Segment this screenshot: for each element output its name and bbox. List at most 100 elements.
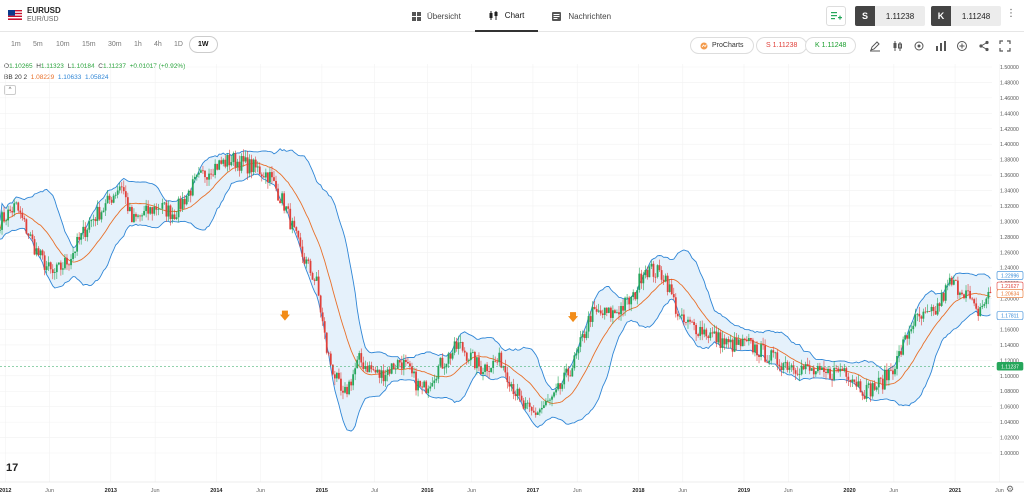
chart-type-icon[interactable] <box>892 40 904 52</box>
tab-news[interactable]: Nachrichten <box>538 0 625 32</box>
timeframe-1m[interactable]: 1m <box>11 41 21 48</box>
candle-body <box>419 380 421 387</box>
candle-body <box>72 253 74 259</box>
candle-body <box>325 332 328 353</box>
candle-body <box>120 186 123 188</box>
candle-body <box>920 316 923 319</box>
collapse-legend-button[interactable]: ^ <box>4 85 16 95</box>
draw-pencil-icon[interactable] <box>869 40 881 52</box>
more-menu-icon[interactable]: ⋮ <box>1006 8 1016 19</box>
buy-price-button[interactable]: K 1.11248 <box>931 6 1001 26</box>
procharts-button[interactable]: ProCharts <box>690 37 754 54</box>
candle-body <box>877 377 880 388</box>
buy-price: 1.11248 <box>951 6 1001 26</box>
sell-price-button[interactable]: S 1.11238 <box>855 6 925 26</box>
candle-body <box>279 200 281 204</box>
candle-body <box>17 202 20 211</box>
candle-body <box>894 368 896 375</box>
timeframe-1d[interactable]: 1D <box>174 41 183 48</box>
candle-body <box>11 210 14 213</box>
bollinger-upper-line <box>0 148 991 391</box>
arrow-down-icon[interactable] <box>279 310 290 321</box>
candle-body <box>366 366 369 373</box>
tab-chart-label: Chart <box>504 10 525 20</box>
timeframe-10m[interactable]: 10m <box>56 41 70 48</box>
candle-body <box>319 295 322 313</box>
candle-body <box>810 368 813 371</box>
x-tick-label: 2012 <box>0 488 11 494</box>
share-icon[interactable] <box>978 40 990 52</box>
instrument-symbol: EURUSD <box>27 6 61 15</box>
candle-body <box>816 365 819 372</box>
candle-body <box>989 291 992 293</box>
price-tag: 1.22996 <box>996 271 1024 280</box>
candle-body <box>380 370 383 378</box>
timeframe-30m[interactable]: 30m <box>108 41 122 48</box>
procharts-icon <box>700 42 708 49</box>
indicators-icon[interactable] <box>913 40 925 52</box>
candle-body <box>327 352 330 354</box>
candle-body <box>78 236 81 240</box>
candle-body <box>252 159 255 173</box>
candle-body <box>179 198 182 209</box>
tab-chart[interactable]: Chart <box>474 0 539 32</box>
add-to-list-button[interactable] <box>826 6 846 26</box>
candle-body <box>867 383 870 385</box>
low-value: 1.10184 <box>71 63 95 70</box>
timeframe-1w[interactable]: 1W <box>189 36 218 53</box>
candle-body <box>530 406 533 411</box>
x-tick-label: 2018 <box>632 488 644 494</box>
timeframe-15m[interactable]: 15m <box>82 41 96 48</box>
candle-body <box>82 226 85 234</box>
candle-body <box>553 392 555 397</box>
candle-body <box>346 386 348 395</box>
candle-body <box>890 369 892 371</box>
bb-lower-value: 1.05824 <box>85 74 109 81</box>
candle-body <box>269 172 271 183</box>
y-tick-label: 1.26000 <box>1000 250 1019 256</box>
candle-body <box>413 371 415 374</box>
chart-settings-icon[interactable]: ⚙ <box>1006 484 1015 494</box>
fullscreen-icon[interactable] <box>999 40 1011 52</box>
candle-body <box>666 275 669 292</box>
timeframe-4h[interactable]: 4h <box>154 41 162 48</box>
candle-body <box>62 268 64 270</box>
candle-body <box>197 172 200 175</box>
candle-body <box>940 292 943 306</box>
y-tick-label: 1.38000 <box>1000 158 1019 164</box>
candle-body <box>206 177 208 180</box>
x-tick-label: 2021 <box>949 488 961 494</box>
sell-pill[interactable]: S 1.11238 <box>756 37 808 54</box>
tab-overview[interactable]: Übersicht <box>398 0 475 32</box>
price-chart[interactable]: 1.50000 1.48000 1.46000 1.44000 1.42000 1.400… <box>0 58 1024 498</box>
candle-body <box>98 206 101 220</box>
candle-body <box>900 351 902 355</box>
candle-body <box>605 307 608 313</box>
candle-body <box>364 366 367 369</box>
bar-chart-icon[interactable] <box>935 40 947 52</box>
candle-body <box>208 173 210 180</box>
candle-body <box>705 329 708 337</box>
candle-body <box>591 306 594 322</box>
candle-body <box>246 157 249 174</box>
candle-body <box>21 212 24 218</box>
y-tick-label: 1.50000 <box>1000 65 1019 71</box>
zoom-plus-icon[interactable] <box>956 40 968 52</box>
candle-body <box>301 246 304 257</box>
timeframe-5m[interactable]: 5m <box>33 41 43 48</box>
candle-body <box>390 363 393 374</box>
candle-body <box>216 163 219 170</box>
candle-body <box>421 386 424 388</box>
timeframe-1h[interactable]: 1h <box>134 41 142 48</box>
buy-pill[interactable]: K 1.11248 <box>805 37 857 54</box>
candle-body <box>898 351 900 357</box>
candle-body <box>167 205 170 217</box>
candle-body <box>376 369 379 373</box>
arrow-down-icon[interactable] <box>568 312 579 323</box>
candle-body <box>240 156 243 171</box>
candle-body <box>806 364 809 367</box>
bb-legend[interactable]: BB 20 2 1.08229 1.10633 1.05824 <box>4 74 109 81</box>
candle-body <box>583 334 586 339</box>
candle-body <box>141 215 143 217</box>
candle-body <box>126 197 129 212</box>
